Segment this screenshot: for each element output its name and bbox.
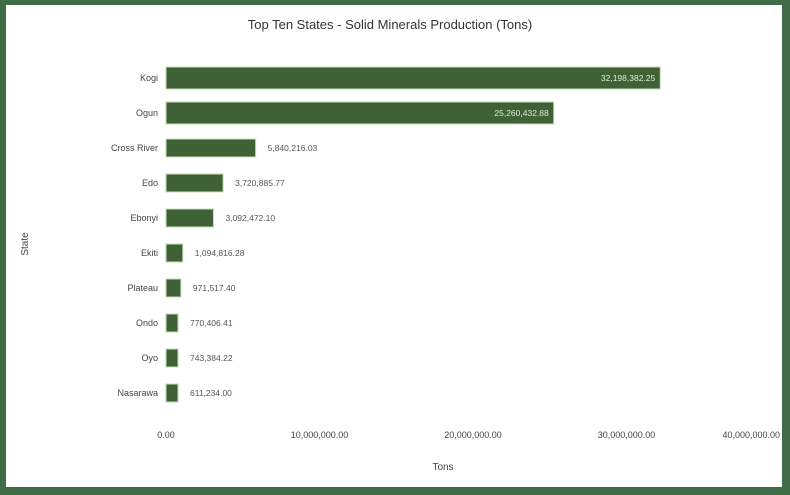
x-tick-label: 30,000,000.00 bbox=[598, 430, 656, 440]
category-label: Ekiti bbox=[141, 248, 158, 258]
x-tick-labels: 0.00 10,000,000.00 20,000,000.00 30,000,000… bbox=[157, 430, 780, 440]
y-axis-label: State bbox=[20, 232, 31, 256]
bar-value-label: 611,234.00 bbox=[190, 388, 232, 398]
bar-value-label: 743,384.22 bbox=[190, 353, 233, 363]
chart-frame: Top Ten States - Solid Minerals Producti… bbox=[6, 5, 782, 487]
x-tick-label: 0.00 bbox=[157, 430, 175, 440]
category-label: Nasarawa bbox=[117, 388, 158, 398]
bar-chart: Top Ten States - Solid Minerals Producti… bbox=[20, 17, 780, 473]
x-tick-label: 10,000,000.00 bbox=[291, 430, 349, 440]
bar bbox=[165, 278, 182, 298]
bar-value-label: 32,198,382.25 bbox=[601, 73, 656, 83]
bar bbox=[165, 348, 179, 368]
bar bbox=[165, 208, 214, 228]
x-tick-label: 20,000,000.00 bbox=[444, 430, 502, 440]
bar bbox=[165, 66, 661, 90]
category-label: Ebonyi bbox=[130, 213, 158, 223]
x-axis-label: Tons bbox=[432, 462, 453, 473]
bar-value-label: 971,517.40 bbox=[193, 283, 236, 293]
bar bbox=[165, 383, 179, 403]
bar bbox=[165, 138, 257, 158]
bar bbox=[165, 101, 555, 125]
bar bbox=[165, 173, 224, 193]
bar-value-label: 770,406.41 bbox=[190, 318, 233, 328]
category-labels: Kogi Ogun Cross River Edo Ebonyi Ekiti Plateau… bbox=[111, 73, 158, 398]
category-label: Kogi bbox=[140, 73, 158, 83]
bar-value-label: 5,840,216.03 bbox=[268, 143, 318, 153]
bar-value-label: 1,094,816.28 bbox=[195, 248, 245, 258]
category-label: Oyo bbox=[141, 353, 158, 363]
bar-value-label: 3,092,472.10 bbox=[225, 213, 275, 223]
category-label: Edo bbox=[142, 178, 158, 188]
category-label: Plateau bbox=[127, 283, 158, 293]
bar-value-label: 25,260,432.88 bbox=[494, 108, 549, 118]
category-label: Ogun bbox=[136, 108, 158, 118]
bar bbox=[165, 243, 184, 263]
bars-group: 32,198,382.25 25,260,432.88 5,840,216.03 3,… bbox=[165, 66, 661, 403]
x-tick-label: 40,000,000.00 bbox=[722, 430, 780, 440]
bar-value-label: 3,720,885.77 bbox=[235, 178, 285, 188]
bar bbox=[165, 313, 179, 333]
chart-title: Top Ten States - Solid Minerals Producti… bbox=[248, 17, 532, 32]
category-label: Ondo bbox=[136, 318, 158, 328]
category-label: Cross River bbox=[111, 143, 158, 153]
